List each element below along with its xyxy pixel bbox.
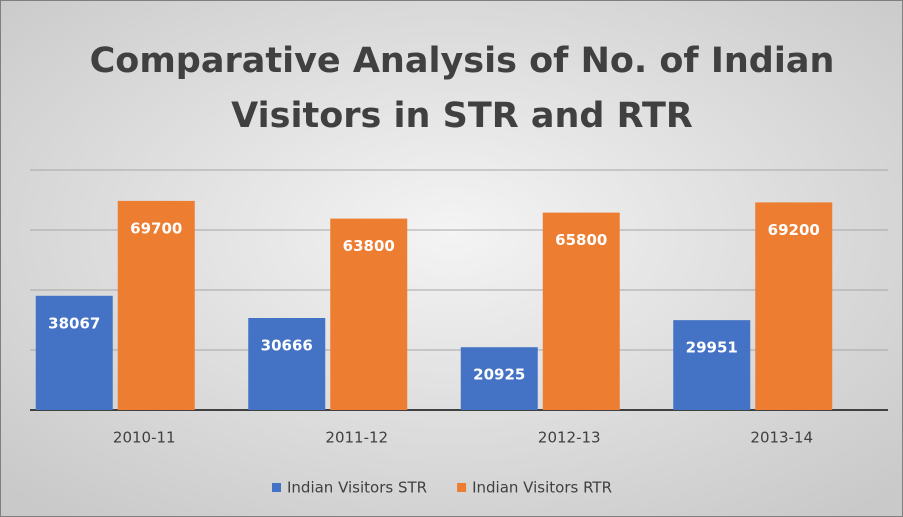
data-label: 38067 (48, 314, 100, 332)
legend-label: Indian Visitors STR (287, 479, 427, 497)
bar (542, 212, 620, 410)
data-label: 20925 (473, 366, 525, 384)
chart-title: Comparative Analysis of No. of Indian Vis… (90, 41, 835, 136)
data-label: 69200 (768, 221, 820, 239)
bar (35, 295, 113, 410)
legend-swatch (272, 483, 281, 492)
x-tick-label: 2013-14 (750, 429, 813, 447)
bar (248, 318, 326, 410)
bar (673, 320, 751, 410)
legend-label: Indian Visitors RTR (472, 479, 612, 497)
data-label: 29951 (686, 339, 738, 357)
data-label: 63800 (343, 237, 395, 255)
x-tick-label: 2012-13 (538, 429, 601, 447)
bar (117, 200, 195, 410)
data-label: 65800 (555, 231, 607, 249)
legend-swatch (457, 483, 467, 492)
bar (460, 347, 538, 410)
bar (755, 202, 833, 410)
data-label: 69700 (130, 219, 182, 237)
x-tick-label: 2010-11 (113, 429, 176, 447)
bar (330, 218, 408, 410)
data-label: 30666 (261, 337, 313, 355)
x-tick-label: 2011-12 (325, 429, 388, 447)
